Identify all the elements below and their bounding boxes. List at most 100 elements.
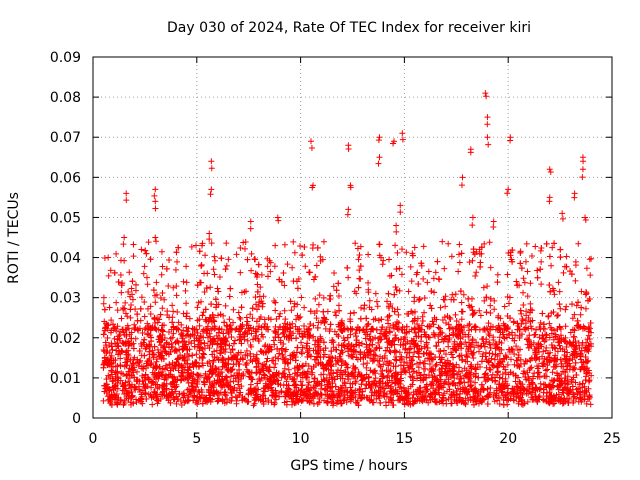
roti-point [442, 303, 448, 309]
roti-point [560, 270, 566, 276]
roti-point [318, 386, 324, 392]
roti-point [127, 306, 133, 312]
roti-point [290, 239, 296, 245]
roti-point [399, 271, 405, 277]
roti-point [129, 278, 135, 284]
roti-point [272, 400, 278, 406]
roti-point [564, 264, 570, 270]
roti-point [575, 241, 581, 247]
roti-point [569, 301, 575, 307]
roti-point [412, 245, 418, 251]
roti-point [393, 348, 399, 354]
roti-point [523, 358, 529, 364]
roti-point [244, 314, 250, 320]
roti-point [113, 300, 119, 306]
roti-point [421, 243, 427, 249]
roti-point [545, 314, 551, 320]
roti-point [546, 321, 552, 327]
roti-point [478, 312, 484, 318]
roti-point [564, 254, 570, 260]
roti-point [237, 270, 243, 276]
roti-point [236, 309, 242, 315]
roti-point [331, 283, 337, 289]
roti-point [214, 285, 220, 291]
roti-point [293, 335, 299, 341]
roti-point [456, 241, 462, 247]
roti-point [149, 402, 155, 408]
roti-point [557, 254, 563, 260]
roti-point [525, 268, 531, 274]
roti-point [124, 372, 130, 378]
roti-point [575, 299, 581, 305]
roti-point [195, 372, 201, 378]
roti-point [587, 256, 593, 262]
roti-point [461, 292, 467, 298]
roti-point [473, 269, 479, 275]
roti-point [465, 323, 471, 329]
roti-point [575, 318, 581, 324]
roti-point [537, 266, 543, 272]
roti-point [141, 353, 147, 359]
roti-point [151, 287, 157, 293]
roti-point [445, 241, 451, 247]
roti-point [552, 291, 558, 297]
roti-point [212, 271, 218, 277]
roti-point [212, 258, 218, 264]
roti-point [588, 401, 594, 407]
roti-point [159, 272, 165, 278]
roti-point [467, 259, 473, 265]
roti-point [532, 244, 538, 250]
roti-point [189, 244, 195, 250]
roti-point [193, 351, 199, 357]
roti-point [485, 386, 491, 392]
roti-point [520, 302, 526, 308]
roti-point [437, 348, 443, 354]
roti-point [182, 288, 188, 294]
roti-point [563, 304, 569, 310]
roti-point [336, 308, 342, 314]
roti-point [367, 343, 373, 349]
roti-point [226, 316, 232, 322]
roti-point [394, 250, 400, 256]
roti-point [486, 350, 492, 356]
roti-point [101, 301, 107, 307]
roti-point [436, 276, 442, 282]
roti-point [484, 283, 490, 289]
roti-point [223, 240, 229, 246]
roti-point [548, 263, 554, 269]
roti-point [193, 243, 199, 249]
roti-point [556, 301, 562, 307]
roti-point [131, 322, 137, 328]
roti-point [358, 305, 364, 311]
roti-point [233, 394, 239, 400]
roti-point [286, 367, 292, 373]
roti-point [223, 303, 229, 309]
roti-point [169, 335, 175, 341]
roti-point [316, 302, 322, 308]
roti-point [207, 284, 213, 290]
roti-point [115, 307, 121, 313]
roti-point [351, 310, 357, 316]
roti-point [282, 308, 288, 314]
roti-point [538, 281, 544, 287]
roti-point [460, 309, 466, 315]
roti-point [511, 319, 517, 325]
roti-point [117, 363, 123, 369]
roti-point [505, 272, 511, 278]
roti-point [169, 341, 175, 347]
roti-point [471, 311, 477, 317]
roti-point [141, 337, 147, 343]
roti-point [465, 296, 471, 302]
roti-point [421, 310, 427, 316]
roti-point [466, 302, 472, 308]
roti-point [509, 330, 515, 336]
roti-point [369, 326, 375, 332]
roti-point [479, 358, 485, 364]
roti-point [431, 275, 437, 281]
roti-point [572, 278, 578, 284]
roti-point [485, 401, 491, 407]
roti-point [223, 392, 229, 398]
roti-point [166, 257, 172, 263]
roti-point [321, 239, 327, 245]
roti-point [237, 245, 243, 251]
